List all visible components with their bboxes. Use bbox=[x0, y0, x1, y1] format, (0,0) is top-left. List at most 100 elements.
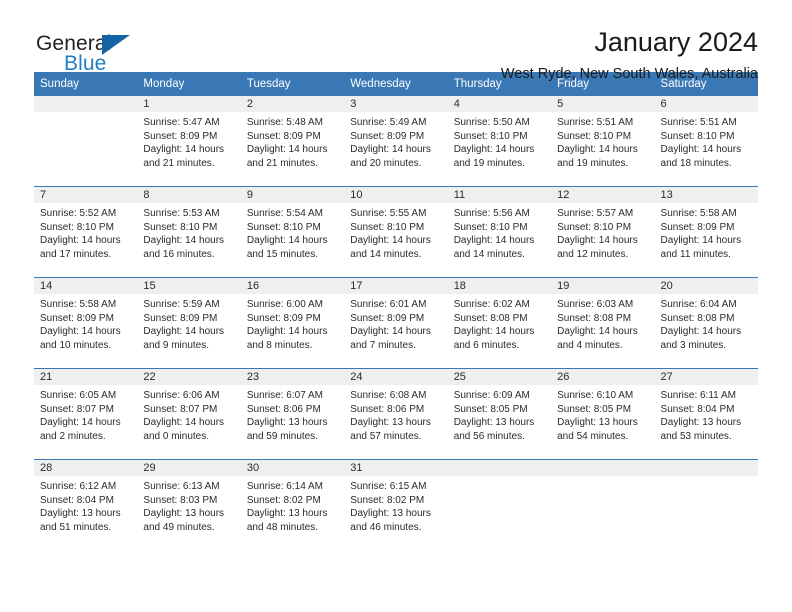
daylight-duration-line1: Daylight: 13 hours bbox=[557, 417, 638, 429]
day-number bbox=[654, 460, 758, 476]
daylight-duration-line1: Daylight: 14 hours bbox=[453, 235, 535, 247]
calendar-cell: 22 Sunrise: 6:06 AM Sunset: 8:07 PM Dayligh… bbox=[137, 368, 241, 460]
calendar-day-cell[interactable]: 10 Sunrise: 5:55 AM Sunset: 8:10 PM Dayligh… bbox=[344, 187, 448, 277]
calendar-day-cell[interactable]: 20 Sunrise: 6:04 AM Sunset: 8:08 PM Dayligh… bbox=[654, 278, 758, 368]
calendar-day-cell[interactable]: 22 Sunrise: 6:06 AM Sunset: 8:07 PM Dayligh… bbox=[137, 369, 241, 459]
calendar-day-cell[interactable]: 19 Sunrise: 6:03 AM Sunset: 8:08 PM Dayligh… bbox=[551, 278, 655, 368]
sunset-time: Sunset: 8:08 PM bbox=[660, 312, 735, 324]
calendar-day-cell[interactable]: 31 Sunrise: 6:15 AM Sunset: 8:02 PM Dayligh… bbox=[344, 460, 448, 550]
day-number: 20 bbox=[654, 278, 758, 294]
day-details: Sunrise: 5:58 AM Sunset: 8:09 PM Daylight:… bbox=[34, 294, 137, 352]
calendar-day-cell[interactable]: 28 Sunrise: 6:12 AM Sunset: 8:04 PM Dayligh… bbox=[34, 460, 138, 550]
daylight-duration-line1: Daylight: 14 hours bbox=[660, 326, 742, 338]
calendar-day-cell[interactable]: 30 Sunrise: 6:14 AM Sunset: 8:02 PM Dayligh… bbox=[240, 460, 345, 550]
daylight-duration-line2: and 17 minutes. bbox=[40, 248, 112, 260]
calendar-cell: 31 Sunrise: 6:15 AM Sunset: 8:02 PM Dayligh… bbox=[344, 459, 448, 550]
day-details: Sunrise: 6:00 AM Sunset: 8:09 PM Daylight:… bbox=[241, 294, 344, 352]
sunrise-time: Sunrise: 6:06 AM bbox=[143, 390, 220, 401]
day-number: 23 bbox=[240, 369, 345, 385]
calendar-day-cell[interactable]: 26 Sunrise: 6:10 AM Sunset: 8:05 PM Dayligh… bbox=[551, 369, 655, 459]
day-number: 16 bbox=[240, 278, 345, 294]
day-number: 28 bbox=[34, 460, 138, 476]
sunrise-time: Sunrise: 6:12 AM bbox=[40, 481, 117, 492]
day-number: 19 bbox=[551, 278, 655, 294]
daylight-duration-line1: Daylight: 14 hours bbox=[557, 144, 638, 156]
calendar-week-row: 28 Sunrise: 6:12 AM Sunset: 8:04 PM Dayligh… bbox=[34, 459, 758, 550]
page-subtitle: West Ryde, New South Wales, Australia bbox=[500, 66, 758, 82]
calendar-day-cell[interactable]: 24 Sunrise: 6:08 AM Sunset: 8:06 PM Dayligh… bbox=[344, 369, 448, 459]
calendar-day-cell[interactable]: 6 Sunrise: 5:51 AM Sunset: 8:10 PM Daylight… bbox=[654, 96, 758, 186]
sunset-time: Sunset: 8:05 PM bbox=[453, 403, 528, 415]
calendar-day-cell[interactable]: 17 Sunrise: 6:01 AM Sunset: 8:09 PM Dayligh… bbox=[344, 278, 448, 368]
page-header: General Blue January 2024 West Ryde, New… bbox=[34, 0, 758, 82]
calendar-day-cell[interactable]: 16 Sunrise: 6:00 AM Sunset: 8:09 PM Dayligh… bbox=[240, 278, 345, 368]
calendar-cell: 12 Sunrise: 5:57 AM Sunset: 8:10 PM Dayligh… bbox=[551, 186, 655, 278]
general-blue-logo[interactable]: General Blue bbox=[34, 26, 194, 86]
calendar-day-cell[interactable]: 12 Sunrise: 5:57 AM Sunset: 8:10 PM Dayligh… bbox=[551, 187, 655, 277]
daylight-duration-line2: and 12 minutes. bbox=[557, 248, 629, 260]
calendar-table: Sunday Monday Tuesday Wednesday Thursday Frid… bbox=[34, 72, 758, 550]
calendar-day-cell[interactable]: 11 Sunrise: 5:56 AM Sunset: 8:10 PM Dayligh… bbox=[447, 187, 552, 277]
daylight-duration-line2: and 20 minutes. bbox=[350, 157, 422, 169]
day-details: Sunrise: 6:04 AM Sunset: 8:08 PM Daylight:… bbox=[655, 294, 758, 352]
day-number: 26 bbox=[551, 369, 655, 385]
calendar-day-cell[interactable]: 8 Sunrise: 5:53 AM Sunset: 8:10 PM Daylight… bbox=[137, 187, 241, 277]
calendar-day-cell[interactable]: 3 Sunrise: 5:49 AM Sunset: 8:09 PM Daylight… bbox=[344, 96, 448, 186]
weekday-header-monday: Monday bbox=[137, 72, 241, 96]
calendar-day-cell[interactable]: 15 Sunrise: 5:59 AM Sunset: 8:09 PM Dayligh… bbox=[137, 278, 241, 368]
calendar-day-cell[interactable]: 21 Sunrise: 6:05 AM Sunset: 8:07 PM Dayligh… bbox=[34, 369, 138, 459]
day-number: 31 bbox=[344, 460, 448, 476]
sunset-time: Sunset: 8:06 PM bbox=[350, 403, 425, 415]
daylight-duration-line2: and 8 minutes. bbox=[246, 339, 313, 351]
calendar-day-cell[interactable]: 9 Sunrise: 5:54 AM Sunset: 8:10 PM Daylight… bbox=[240, 187, 345, 277]
daylight-duration-line1: Daylight: 14 hours bbox=[246, 235, 328, 247]
day-details: Sunrise: 5:49 AM Sunset: 8:09 PM Daylight:… bbox=[344, 112, 447, 170]
calendar-day-cell[interactable]: 1 Sunrise: 5:47 AM Sunset: 8:09 PM Daylight… bbox=[137, 96, 241, 186]
sunset-time: Sunset: 8:04 PM bbox=[40, 494, 114, 506]
day-number: 14 bbox=[34, 278, 138, 294]
day-number: 2 bbox=[240, 96, 345, 112]
calendar-cell: 8 Sunrise: 5:53 AM Sunset: 8:10 PM Daylight… bbox=[137, 186, 241, 278]
sunrise-time: Sunrise: 6:03 AM bbox=[557, 299, 634, 310]
daylight-duration-line2: and 9 minutes. bbox=[143, 339, 210, 351]
calendar-day-cell[interactable]: 29 Sunrise: 6:13 AM Sunset: 8:03 PM Dayligh… bbox=[137, 460, 241, 550]
daylight-duration-line1: Daylight: 13 hours bbox=[350, 508, 431, 520]
daylight-duration-line1: Daylight: 14 hours bbox=[246, 144, 328, 156]
calendar-day-cell[interactable]: 5 Sunrise: 5:51 AM Sunset: 8:10 PM Daylight… bbox=[551, 96, 655, 186]
calendar-day-cell[interactable]: 18 Sunrise: 6:02 AM Sunset: 8:08 PM Dayligh… bbox=[447, 278, 552, 368]
daylight-duration-line2: and 48 minutes. bbox=[246, 521, 319, 533]
daylight-duration-line1: Daylight: 13 hours bbox=[246, 508, 328, 520]
calendar-cell: 3 Sunrise: 5:49 AM Sunset: 8:09 PM Daylight… bbox=[344, 96, 448, 187]
daylight-duration-line1: Daylight: 14 hours bbox=[453, 326, 535, 338]
weekday-header-thursday: Thursday bbox=[447, 72, 552, 96]
daylight-duration-line1: Daylight: 14 hours bbox=[557, 326, 638, 338]
page-title: January 2024 bbox=[594, 27, 758, 57]
sunset-time: Sunset: 8:10 PM bbox=[350, 221, 425, 233]
daylight-duration-line2: and 2 minutes. bbox=[40, 430, 106, 442]
calendar-day-cell[interactable]: 14 Sunrise: 5:58 AM Sunset: 8:09 PM Dayligh… bbox=[34, 278, 138, 368]
day-details: Sunrise: 5:56 AM Sunset: 8:10 PM Daylight:… bbox=[448, 203, 551, 261]
daylight-duration-line1: Daylight: 14 hours bbox=[557, 235, 638, 247]
daylight-duration-line2: and 18 minutes. bbox=[660, 157, 732, 169]
day-details: Sunrise: 5:47 AM Sunset: 8:09 PM Daylight:… bbox=[137, 112, 240, 170]
daylight-duration-line1: Daylight: 14 hours bbox=[453, 144, 535, 156]
sunrise-time: Sunrise: 6:09 AM bbox=[453, 390, 530, 401]
calendar-cell: 10 Sunrise: 5:55 AM Sunset: 8:10 PM Dayligh… bbox=[344, 186, 448, 278]
calendar-day-cell[interactable]: 23 Sunrise: 6:07 AM Sunset: 8:06 PM Dayligh… bbox=[240, 369, 345, 459]
sunset-time: Sunset: 8:09 PM bbox=[143, 312, 218, 324]
day-details: Sunrise: 6:03 AM Sunset: 8:08 PM Daylight:… bbox=[551, 294, 654, 352]
daylight-duration-line1: Daylight: 14 hours bbox=[143, 235, 225, 247]
calendar-day-cell[interactable]: 7 Sunrise: 5:52 AM Sunset: 8:10 PM Daylight… bbox=[34, 187, 138, 277]
weekday-header: Sunday Monday Tuesday Wednesday Thursday Frid… bbox=[34, 72, 758, 96]
calendar-day-cell[interactable]: 13 Sunrise: 5:58 AM Sunset: 8:09 PM Dayligh… bbox=[654, 187, 758, 277]
daylight-duration-line1: Daylight: 13 hours bbox=[143, 508, 225, 520]
calendar-day-cell[interactable]: 2 Sunrise: 5:48 AM Sunset: 8:09 PM Daylight… bbox=[240, 96, 345, 186]
calendar-cell: 19 Sunrise: 6:03 AM Sunset: 8:08 PM Dayligh… bbox=[551, 277, 655, 369]
day-number: 1 bbox=[137, 96, 241, 112]
sunrise-time: Sunrise: 5:48 AM bbox=[246, 117, 323, 128]
calendar-day-cell[interactable]: 25 Sunrise: 6:09 AM Sunset: 8:05 PM Dayligh… bbox=[447, 369, 552, 459]
daylight-duration-line2: and 14 minutes. bbox=[453, 248, 525, 260]
calendar-day-cell[interactable]: 27 Sunrise: 6:11 AM Sunset: 8:04 PM Dayligh… bbox=[654, 369, 758, 459]
calendar-day-cell[interactable]: 4 Sunrise: 5:50 AM Sunset: 8:10 PM Daylight… bbox=[447, 96, 552, 186]
calendar-cell: 2 Sunrise: 5:48 AM Sunset: 8:09 PM Daylight… bbox=[240, 96, 345, 187]
